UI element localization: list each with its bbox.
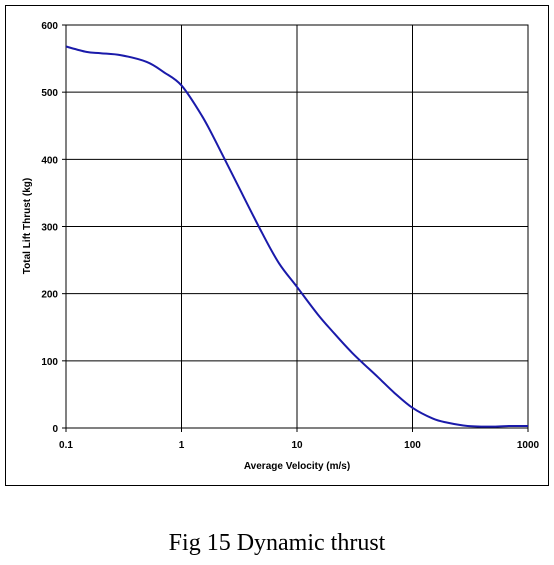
- chart: 0.1 1 10 100 1000 0 100 200 300 400 500 600 Average…: [22, 21, 540, 472]
- x-tick-label: 1: [179, 440, 185, 451]
- y-tick-label: 100: [41, 357, 58, 368]
- series-line: [65, 45, 529, 428]
- x-tick-label: 1000: [517, 440, 540, 451]
- y-tick-label: 500: [41, 88, 58, 99]
- x-tick-label: 10: [291, 440, 303, 451]
- y-tick-label: 200: [41, 290, 58, 301]
- x-tick-label: 100: [404, 440, 421, 451]
- y-tick-label: 300: [41, 223, 58, 234]
- y-tick-label: 400: [41, 155, 58, 166]
- y-tick-label: 600: [41, 21, 58, 32]
- y-tick-label: 0: [52, 424, 58, 435]
- y-axis-title: Total Lift Thrust (kg): [22, 178, 33, 274]
- figure-caption: Fig 15 Dynamic thrust: [168, 530, 386, 556]
- tick-labels: 0.1 1 10 100 1000 0 100 200 300 400 500 600: [41, 21, 539, 451]
- x-axis-title: Average Velocity (m/s): [244, 461, 350, 472]
- x-tick-label: 0.1: [59, 440, 73, 451]
